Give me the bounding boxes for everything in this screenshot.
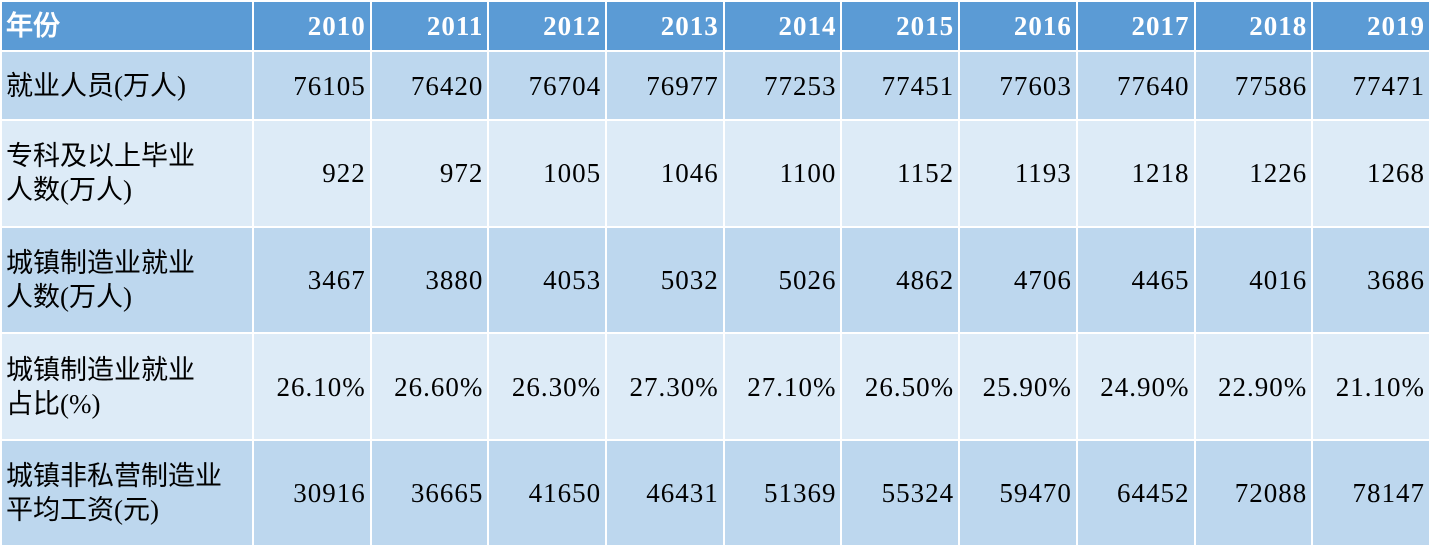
row-label-line: 人数(万人)	[6, 282, 132, 313]
row-label: 城镇制造业就业 人数(万人)	[0, 225, 254, 335]
cell-value: 26.50%	[840, 332, 961, 442]
row-label: 城镇非私营制造业 平均工资(元)	[0, 439, 254, 547]
cell-value: 76420	[369, 50, 490, 121]
header-year: 2016	[958, 0, 1078, 53]
row-label-line: 人数(万人)	[6, 175, 132, 206]
cell-value: 27.10%	[722, 332, 843, 442]
row-label-line: 专科及以上毕业	[6, 141, 195, 172]
cell-value: 3880	[369, 225, 490, 335]
cell-value: 77640	[1075, 50, 1196, 121]
cell-value: 36665	[369, 439, 490, 547]
cell-value: 77451	[840, 50, 961, 121]
cell-value: 76105	[252, 50, 372, 121]
header-year: 2018	[1193, 0, 1314, 53]
cell-value: 77586	[1193, 50, 1314, 121]
cell-value: 4862	[840, 225, 961, 335]
cell-value: 77603	[958, 50, 1078, 121]
cell-value: 27.30%	[605, 332, 725, 442]
row-label-line: 占比(%)	[6, 388, 101, 419]
cell-value: 3467	[252, 225, 372, 335]
cell-value: 21.10%	[1311, 332, 1431, 442]
header-year: 2013	[605, 0, 725, 53]
cell-value: 59470	[958, 439, 1078, 547]
data-row: 城镇非私营制造业 平均工资(元) 30916 36665 41650 46431 51369…	[0, 439, 1431, 547]
cell-value: 4465	[1075, 225, 1196, 335]
cell-value: 26.30%	[487, 332, 608, 442]
cell-value: 3686	[1311, 225, 1431, 335]
cell-value: 46431	[605, 439, 725, 547]
cell-value: 78147	[1311, 439, 1431, 547]
cell-value: 1218	[1075, 118, 1196, 228]
cell-value: 1268	[1311, 118, 1431, 228]
data-row: 城镇制造业就业 占比(%) 26.10% 26.60% 26.30% 27.30% 27.1…	[0, 332, 1431, 442]
cell-value: 30916	[252, 439, 372, 547]
row-label-line: 就业人员(万人)	[6, 70, 186, 101]
cell-value: 26.10%	[252, 332, 372, 442]
cell-value: 64452	[1075, 439, 1196, 547]
row-label: 就业人员(万人)	[0, 50, 254, 121]
row-label-line: 城镇非私营制造业	[6, 461, 222, 492]
cell-value: 1005	[487, 118, 608, 228]
data-row: 城镇制造业就业 人数(万人) 3467 3880 4053 5032 5026 4862 470…	[0, 225, 1431, 335]
data-row: 专科及以上毕业 人数(万人) 922 972 1005 1046 1100 1152 1193 1…	[0, 118, 1431, 228]
cell-value: 4016	[1193, 225, 1314, 335]
row-label: 专科及以上毕业 人数(万人)	[0, 118, 254, 228]
cell-value: 4706	[958, 225, 1078, 335]
header-year: 2011	[369, 0, 490, 53]
cell-value: 4053	[487, 225, 608, 335]
cell-value: 51369	[722, 439, 843, 547]
header-year: 2015	[840, 0, 961, 53]
cell-value: 72088	[1193, 439, 1314, 547]
cell-value: 26.60%	[369, 332, 490, 442]
row-label-line: 城镇制造业就业	[6, 354, 195, 385]
cell-value: 22.90%	[1193, 332, 1314, 442]
header-year: 2019	[1311, 0, 1431, 53]
cell-value: 76977	[605, 50, 725, 121]
cell-value: 77471	[1311, 50, 1431, 121]
header-year: 2017	[1075, 0, 1196, 53]
row-label-line: 城镇制造业就业	[6, 248, 195, 279]
cell-value: 1226	[1193, 118, 1314, 228]
cell-value: 5032	[605, 225, 725, 335]
cell-value: 1046	[605, 118, 725, 228]
cell-value: 972	[369, 118, 490, 228]
header-row: 年份 2010 2011 2012 2013 2014 2015 2016 2017 2018 20…	[0, 0, 1431, 53]
data-row: 就业人员(万人) 76105 76420 76704 76977 77253 77451 77…	[0, 50, 1431, 121]
cell-value: 24.90%	[1075, 332, 1196, 442]
cell-value: 41650	[487, 439, 608, 547]
row-label: 城镇制造业就业 占比(%)	[0, 332, 254, 442]
header-year: 2010	[252, 0, 372, 53]
header-label: 年份	[0, 0, 254, 53]
cell-value: 76704	[487, 50, 608, 121]
cell-value: 77253	[722, 50, 843, 121]
header-year: 2012	[487, 0, 608, 53]
cell-value: 1193	[958, 118, 1078, 228]
cell-value: 922	[252, 118, 372, 228]
cell-value: 1100	[722, 118, 843, 228]
row-label-line: 平均工资(元)	[6, 495, 159, 526]
cell-value: 5026	[722, 225, 843, 335]
header-year: 2014	[722, 0, 843, 53]
cell-value: 55324	[840, 439, 961, 547]
cell-value: 1152	[840, 118, 961, 228]
cell-value: 25.90%	[958, 332, 1078, 442]
